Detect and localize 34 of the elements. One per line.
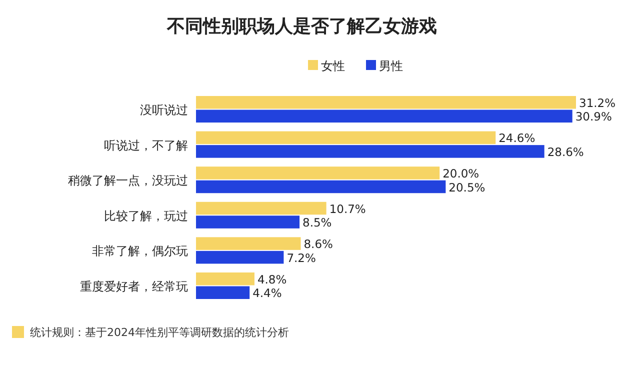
bar — [196, 250, 284, 264]
data-label: 8.6% — [304, 237, 334, 252]
data-label: 7.2% — [286, 250, 316, 265]
data-label: 30.9% — [575, 110, 612, 124]
y-tick-label: 没听说过 — [140, 102, 188, 117]
data-label: 24.6% — [498, 131, 536, 146]
bar — [196, 216, 300, 228]
chart-title: 不同性别职场人是否了解乙女游戏 — [166, 16, 437, 37]
bar — [196, 202, 326, 215]
bar — [196, 110, 572, 123]
data-label: 31.2% — [579, 96, 616, 110]
data-label: 20.5% — [448, 180, 486, 194]
bar — [196, 180, 446, 194]
y-tick-label: 比较了解，玩过 — [104, 208, 188, 223]
y-tick-label: 听说过，不了解 — [104, 138, 188, 152]
bar — [196, 272, 254, 286]
legend-label: 男性 — [379, 59, 403, 73]
data-label: 8.5% — [302, 216, 332, 230]
bar — [196, 145, 544, 158]
legend-label: 女性 — [321, 59, 345, 73]
text: 统计规则：基于2024年性别平等调研数据的统计分析 — [30, 326, 289, 339]
y-tick-label: 稍微了解一点，没玩过 — [68, 174, 188, 188]
data-label: 10.7% — [329, 202, 366, 216]
bar — [196, 96, 576, 109]
data-label: 4.8% — [257, 272, 287, 286]
data-label: 4.4% — [252, 286, 282, 300]
data-label: 28.6% — [547, 144, 584, 159]
data-label: 20.0% — [442, 166, 480, 180]
y-tick-label: 非常了解，偶尔玩 — [92, 244, 188, 258]
y-tick-label: 重度爱好者，经常玩 — [80, 279, 188, 294]
bar — [196, 286, 250, 299]
bar — [196, 166, 440, 180]
bar — [196, 131, 496, 144]
bar — [196, 237, 301, 250]
